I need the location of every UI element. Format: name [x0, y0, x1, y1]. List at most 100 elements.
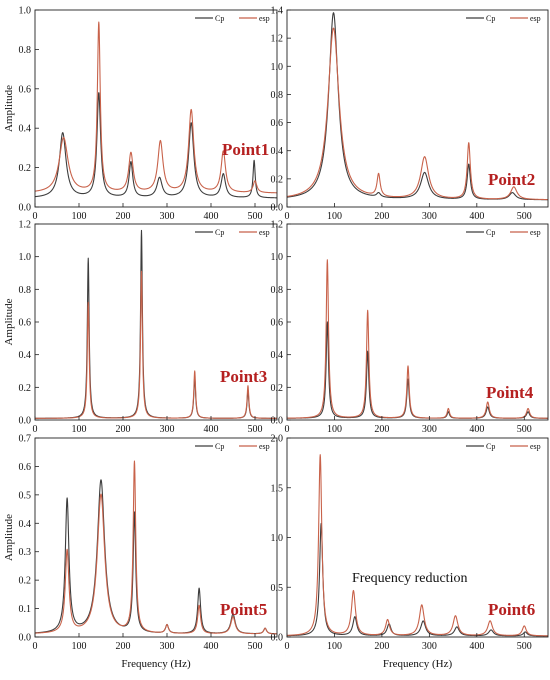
y-tick-label: 1.4: [271, 6, 284, 17]
legend-label-esp: esp: [530, 228, 541, 237]
legend: Cp esp: [195, 14, 270, 23]
point-label: Point5: [220, 600, 267, 619]
x-tick-label: 400: [204, 424, 219, 435]
y-tick-label: 0.0: [19, 416, 32, 427]
y-tick-label: 1.2: [271, 34, 284, 45]
x-tick-label: 100: [72, 211, 87, 222]
y-tick-label: 1.0: [271, 62, 284, 73]
x-tick-label: 500: [517, 641, 532, 652]
legend-label-esp: esp: [530, 442, 541, 451]
x-tick-label: 300: [160, 641, 175, 652]
point-label: Point2: [488, 170, 535, 189]
y-tick-label: 0.6: [271, 118, 284, 129]
series-line-esp: [286, 259, 549, 419]
x-tick-label: 500: [517, 424, 532, 435]
legend: Cp esp: [195, 228, 270, 237]
x-axis-title: Frequency (Hz): [121, 658, 191, 670]
y-tick-label: 0.4: [271, 146, 284, 157]
x-tick-label: 300: [422, 641, 437, 652]
x-tick-label: 100: [327, 641, 342, 652]
y-tick-label: 0.2: [19, 383, 32, 394]
x-tick-label: 100: [327, 211, 342, 222]
x-tick-label: 400: [204, 641, 219, 652]
legend: Cp esp: [195, 442, 270, 451]
y-tick-label: 0.2: [19, 163, 32, 174]
y-tick-label: 0.4: [19, 519, 32, 530]
legend: Cp esp: [466, 228, 541, 237]
legend: Cp esp: [466, 14, 541, 23]
y-tick-label: 0.6: [19, 462, 32, 473]
y-tick-label: 0.0: [19, 203, 32, 214]
y-tick-label: 0.2: [271, 383, 284, 394]
y-tick-label: 0.8: [19, 45, 32, 56]
x-tick-label: 100: [327, 424, 342, 435]
y-tick-label: 0.4: [271, 350, 284, 361]
plot-frame: [34, 223, 278, 421]
x-tick-label: 0: [285, 211, 290, 222]
y-tick-label: 0.2: [271, 174, 284, 185]
legend-label-esp: esp: [530, 14, 541, 23]
legend-label-cp: Cp: [215, 228, 224, 237]
x-tick-label: 200: [116, 641, 131, 652]
chart-panel-1: 0 100 200 300 400 500 0.0 0.2 0.4 0.6 0.8 1.0 Amplit…: [3, 6, 278, 222]
y-tick-label: 1.2: [271, 220, 284, 231]
x-tick-label: 0: [285, 641, 290, 652]
series-line-esp: [34, 270, 278, 419]
x-tick-label: 200: [374, 211, 389, 222]
legend-label-cp: Cp: [215, 14, 224, 23]
legend-label-esp: esp: [259, 14, 270, 23]
x-tick-label: 400: [204, 211, 219, 222]
x-tick-label: 200: [116, 211, 131, 222]
y-tick-label: 0.4: [19, 350, 32, 361]
series-line-esp: [34, 21, 278, 194]
y-tick-label: 0.0: [271, 203, 284, 214]
point-label: Point6: [488, 600, 535, 619]
x-tick-label: 300: [422, 424, 437, 435]
legend-label-cp: Cp: [486, 442, 495, 451]
chart-panel-3: 0 100 200 300 400 500 0.0 0.2 0.4 0.6 0.8 1.0 1.2 Amp…: [3, 220, 278, 435]
y-tick-label: 1.0: [19, 6, 32, 17]
y-tick-label: 0.3: [19, 547, 32, 558]
x-tick-label: 500: [517, 211, 532, 222]
y-tick-label: 0.4: [19, 124, 32, 135]
legend-label-cp: Cp: [486, 14, 495, 23]
series-line-esp: [286, 454, 549, 637]
legend-label-esp: esp: [259, 442, 270, 451]
x-tick-label: 100: [72, 641, 87, 652]
x-tick-label: 0: [33, 641, 38, 652]
y-tick-label: 0.8: [271, 285, 284, 296]
y-tick-label: 1.0: [19, 252, 32, 263]
y-tick-label: 0.5: [271, 583, 284, 594]
x-tick-label: 300: [160, 424, 175, 435]
x-tick-label: 200: [116, 424, 131, 435]
x-axis-title: Frequency (Hz): [383, 658, 453, 670]
series-line-esp: [34, 460, 278, 635]
y-axis-title: Amplitude: [3, 85, 15, 132]
y-tick-label: 0.6: [271, 318, 284, 329]
y-axis-title: Amplitude: [3, 514, 15, 561]
y-tick-label: 1.2: [19, 220, 32, 231]
y-tick-label: 0.0: [19, 633, 32, 644]
y-axis-title: Amplitude: [3, 298, 15, 345]
chart-panel-2: 0 100 200 300 400 500 0.0 0.2 0.4 0.6 0.8 1.0 1.2 1.4…: [271, 6, 549, 222]
x-tick-label: 300: [160, 211, 175, 222]
x-tick-label: 500: [248, 211, 263, 222]
x-tick-label: 400: [469, 641, 484, 652]
y-tick-label: 0.2: [19, 576, 32, 587]
chart-panel-5: 0 100 200 300 400 500 0.0 0.1 0.2 0.3 0.4 0.5 0.6 0.7…: [3, 434, 278, 670]
annotation-text: Frequency reduction: [352, 571, 467, 586]
y-tick-label: 1.0: [271, 252, 284, 263]
x-tick-label: 0: [285, 424, 290, 435]
y-tick-label: 0.0: [271, 416, 284, 427]
y-tick-label: 0.5: [19, 490, 32, 501]
plot-frame: [34, 9, 278, 208]
x-tick-label: 0: [33, 211, 38, 222]
plot-frame: [286, 9, 549, 208]
legend-label-cp: Cp: [486, 228, 495, 237]
x-tick-label: 500: [248, 424, 263, 435]
point-label: Point4: [486, 383, 534, 402]
series-line-cp: [34, 229, 278, 419]
x-tick-label: 0: [33, 424, 38, 435]
legend-label-esp: esp: [259, 228, 270, 237]
